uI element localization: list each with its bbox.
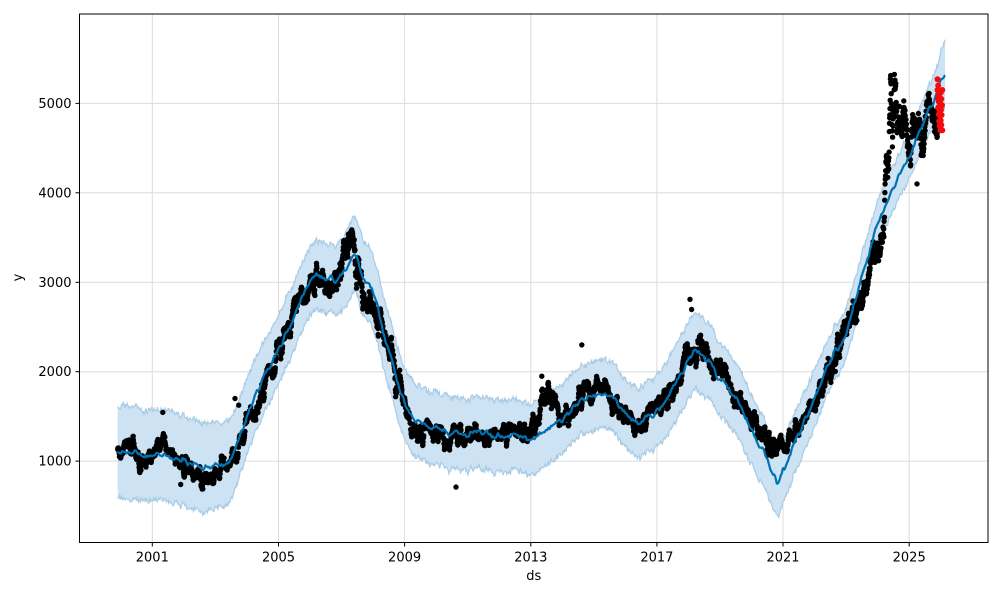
x-tick-label: 2013 (514, 551, 547, 566)
y-axis-label: y (11, 273, 26, 281)
anomaly-points (934, 76, 946, 134)
x-tick-label: 2009 (388, 551, 421, 566)
y-tick-label: 4000 (38, 186, 71, 201)
plot-frame (79, 13, 989, 543)
y-tick-label: 5000 (38, 97, 71, 112)
anomaly-points-path (934, 76, 946, 134)
y-tick-label: 1000 (38, 455, 71, 470)
x-tick-label: 2001 (136, 551, 169, 566)
x-tick-label: 2017 (640, 551, 673, 566)
forecast-line-path (116, 74, 946, 485)
x-axis-label: ds (526, 569, 541, 584)
plot-border (79, 13, 989, 543)
x-tick-label: 2005 (262, 551, 295, 566)
band-lower-edge (117, 105, 946, 520)
band-upper-edge (117, 39, 946, 452)
x-tick-label: 2021 (766, 551, 799, 566)
x-tick-label: 2025 (893, 551, 926, 566)
axis-ticks: 2001 2005 2009 2013 2017 2021 2025 1000 2000 3000… (38, 97, 925, 566)
forecast-line (116, 74, 946, 485)
y-tick-label: 3000 (38, 276, 71, 291)
y-tick-label: 2000 (38, 365, 71, 380)
